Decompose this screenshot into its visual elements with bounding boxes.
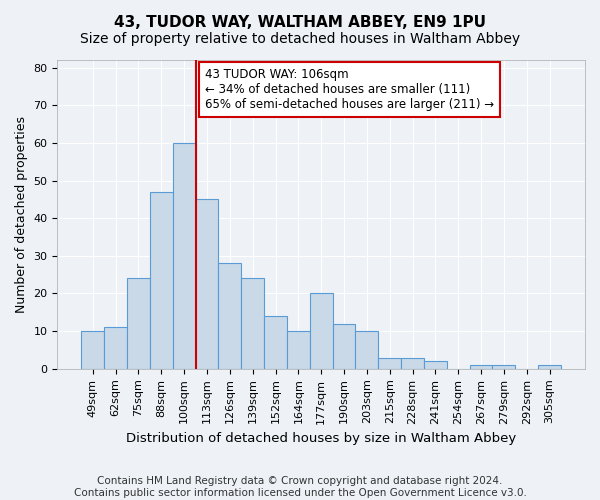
Text: 43 TUDOR WAY: 106sqm
← 34% of detached houses are smaller (111)
65% of semi-deta: 43 TUDOR WAY: 106sqm ← 34% of detached h… <box>205 68 494 110</box>
Text: Contains HM Land Registry data © Crown copyright and database right 2024.
Contai: Contains HM Land Registry data © Crown c… <box>74 476 526 498</box>
Text: 43, TUDOR WAY, WALTHAM ABBEY, EN9 1PU: 43, TUDOR WAY, WALTHAM ABBEY, EN9 1PU <box>114 15 486 30</box>
Bar <box>379 358 401 369</box>
Bar <box>82 331 104 369</box>
Bar <box>218 264 241 369</box>
Bar <box>264 316 287 369</box>
Bar <box>332 324 355 369</box>
Bar <box>241 278 264 369</box>
Bar <box>127 278 150 369</box>
Bar <box>310 294 332 369</box>
Bar <box>173 143 196 369</box>
Bar <box>355 331 379 369</box>
Bar <box>287 331 310 369</box>
Bar <box>104 328 127 369</box>
Bar <box>401 358 424 369</box>
Text: Size of property relative to detached houses in Waltham Abbey: Size of property relative to detached ho… <box>80 32 520 46</box>
Bar <box>424 362 447 369</box>
X-axis label: Distribution of detached houses by size in Waltham Abbey: Distribution of detached houses by size … <box>126 432 517 445</box>
Y-axis label: Number of detached properties: Number of detached properties <box>15 116 28 313</box>
Bar <box>150 192 173 369</box>
Bar <box>538 365 561 369</box>
Bar <box>493 365 515 369</box>
Bar <box>196 200 218 369</box>
Bar <box>470 365 493 369</box>
